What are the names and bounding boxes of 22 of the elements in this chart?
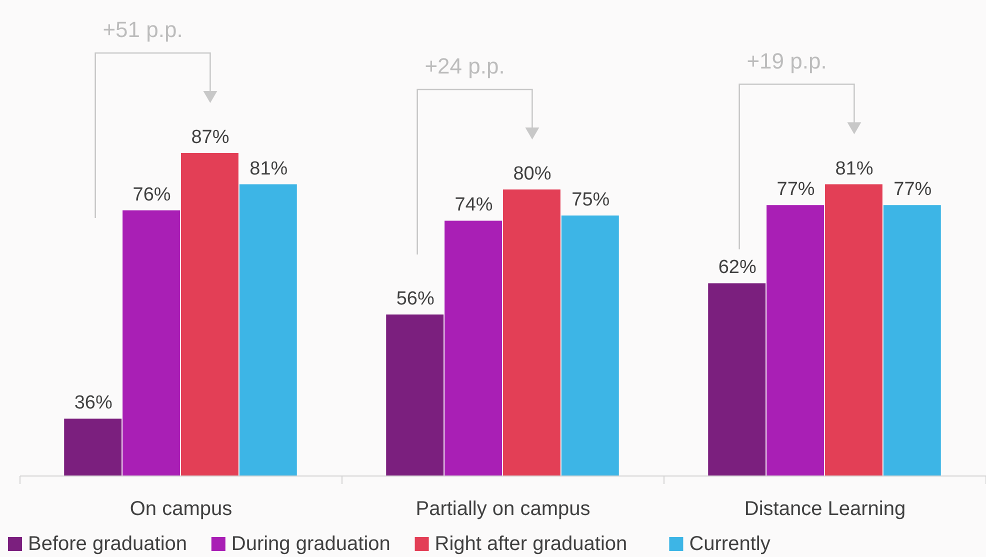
data-label: 81% [250,158,288,180]
text: +19 p.p. [746,48,827,74]
data-label: 80% [513,163,552,184]
legend-label: During graduation [231,533,390,555]
legend-label: Currently [689,533,770,555]
x-tick-label: Partially on campus [416,498,590,520]
data-label: 77% [776,179,815,200]
data-label: 62% [718,257,756,278]
text: +51 p.p. [102,17,183,42]
data-label: 87% [191,127,230,148]
data-label: 36% [74,392,112,414]
legend-label: Right after graduation [434,533,628,555]
x-tick-label: Distance Learning [744,498,906,520]
data-label: 77% [894,179,932,200]
text: +24 p.p. [424,53,505,78]
data-label: 74% [454,194,493,216]
data-label: 75% [572,190,610,211]
legend-label: Before graduation [28,533,188,555]
data-label: 81% [835,158,874,180]
data-label: 56% [396,288,434,310]
x-tick-label: On campus [130,498,232,520]
data-label: 76% [132,184,171,206]
